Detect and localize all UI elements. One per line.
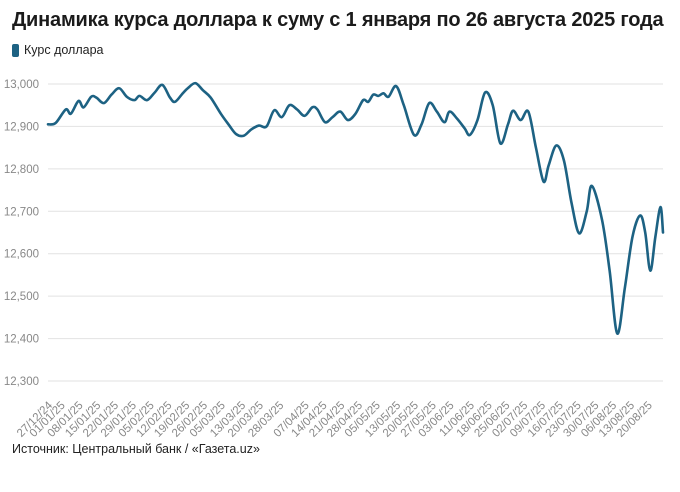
y-axis-tick-labels: 12,300 12,400 12,500 12,600 12,700 12,800 12,9… — [4, 79, 39, 388]
line-chart: 12,300 12,400 12,500 12,600 12,700 12,800 12,9… — [4, 79, 665, 440]
y-tick-label: 12,400 — [4, 334, 39, 346]
legend-swatch — [12, 43, 19, 57]
y-tick-label: 12,600 — [4, 249, 39, 261]
series-group — [46, 81, 665, 335]
y-tick-label: 12,300 — [4, 376, 39, 388]
y-tick-label: 12,900 — [4, 121, 39, 133]
series-line — [46, 81, 665, 335]
gridlines — [48, 83, 663, 382]
y-tick-label: 13,000 — [4, 79, 39, 91]
chart-title: Динамика курса доллара к суму с 1 января… — [12, 9, 664, 31]
y-tick-label: 12,500 — [4, 291, 39, 303]
legend: Курс доллара — [12, 43, 103, 57]
y-tick-label: 12,700 — [4, 206, 39, 218]
legend-label: Курс доллара — [24, 43, 104, 57]
y-tick-label: 12,800 — [4, 164, 39, 176]
source-note: Источник: Центральный банк / «Газета.uz» — [12, 442, 260, 456]
x-axis-tick-labels: 27/12/2401/01/2508/01/2515/01/2522/01/25… — [15, 399, 655, 440]
